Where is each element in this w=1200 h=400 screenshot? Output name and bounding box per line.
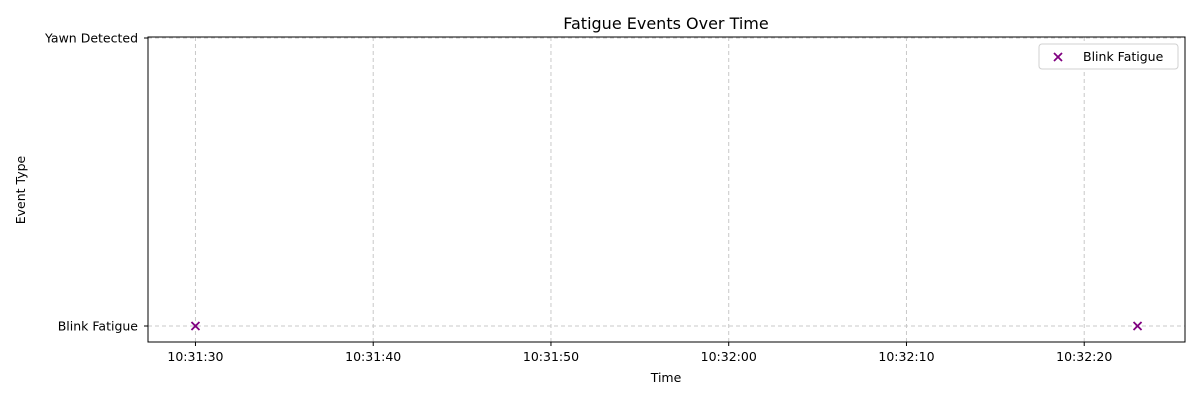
legend-entry-label: Blink Fatigue bbox=[1083, 49, 1164, 64]
y-axis-ticks: Blink Fatigue Yawn Detected bbox=[44, 31, 148, 334]
y-tick-label: Blink Fatigue bbox=[58, 319, 139, 334]
x-tick-label: 10:31:30 bbox=[167, 349, 223, 364]
chart-title: Fatigue Events Over Time bbox=[563, 14, 768, 33]
x-tick-label: 10:32:00 bbox=[701, 349, 757, 364]
scatter-points bbox=[190, 321, 1143, 331]
x-tick-label: 10:31:50 bbox=[523, 349, 579, 364]
x-tick-label: 10:32:10 bbox=[878, 349, 934, 364]
data-point-x-marker bbox=[1132, 321, 1143, 331]
x-tick-label: 10:32:20 bbox=[1056, 349, 1112, 364]
data-point-x-marker bbox=[190, 321, 201, 331]
legend-box bbox=[1038, 43, 1179, 70]
y-axis-label: Event Type bbox=[13, 155, 28, 224]
x-tick-label: 10:31:40 bbox=[345, 349, 401, 364]
x-axis-label: Time bbox=[650, 370, 682, 385]
legend-marker-x-icon bbox=[1053, 52, 1063, 62]
grid-layer bbox=[148, 37, 1185, 342]
x-axis-ticks: 10:31:30 10:31:40 10:31:50 10:32:00 10:32:10… bbox=[167, 342, 1112, 364]
legend: Blink Fatigue bbox=[1038, 43, 1179, 70]
plot-area-frame bbox=[147, 36, 1186, 343]
y-tick-label: Yawn Detected bbox=[44, 31, 138, 46]
